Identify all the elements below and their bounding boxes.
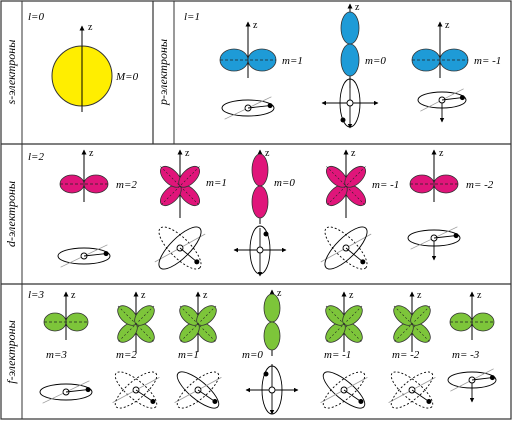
f-m3-label: m=3 bbox=[46, 349, 67, 361]
f-orbitals: z m=3 z m=2 z m=1 z m=0 z m= -1 z m= -2 z m= -3 bbox=[40, 288, 496, 414]
s-orbital: z M=0 bbox=[52, 22, 139, 112]
s-l-label: l=0 bbox=[28, 11, 44, 23]
f-m0-z-axis-label: z bbox=[277, 288, 282, 299]
f-mm2-orbit-a-electron bbox=[426, 399, 431, 404]
d-mm2-orbit-electron bbox=[454, 233, 459, 238]
d-mm1-z-axis-label: z bbox=[351, 148, 356, 159]
p-mm1-orbit-electron bbox=[460, 95, 465, 100]
p-section-title: p-электроны bbox=[156, 39, 170, 106]
d-mm1-label: m= -1 bbox=[372, 179, 399, 191]
d-m0-label: m=0 bbox=[274, 177, 295, 189]
d-m0-orbit bbox=[234, 226, 286, 276]
f-mm1-orbit-a-electron bbox=[358, 399, 363, 404]
f-m1-orbit-a bbox=[172, 366, 223, 413]
d-mm2-label: m= -2 bbox=[466, 179, 494, 191]
s-m-label: M=0 bbox=[115, 71, 139, 83]
f-section-title: f-электроны bbox=[4, 320, 18, 383]
d-m1-orbit-a-electron bbox=[194, 259, 199, 264]
d-section-title: d-электроны bbox=[4, 181, 18, 247]
d-m2-label: m=2 bbox=[116, 179, 137, 191]
s-section-title: s-электроны bbox=[4, 40, 18, 105]
f-mm1-z-axis-label: z bbox=[349, 290, 354, 301]
f-m2-orbit-a bbox=[110, 366, 161, 413]
f-m1-z-axis-label: z bbox=[203, 290, 208, 301]
f-m3-orbit-electron bbox=[86, 387, 91, 392]
f-m0-orbit bbox=[246, 364, 298, 414]
f-m1-label: m=1 bbox=[178, 349, 199, 361]
p-m1-z-axis-label: z bbox=[253, 20, 258, 31]
f-mm3-z-axis-label: z bbox=[477, 290, 482, 301]
f-m2-z-axis-label: z bbox=[141, 290, 146, 301]
f-mm1-orbit-a bbox=[318, 366, 369, 413]
f-mm2-label: m= -2 bbox=[392, 349, 420, 361]
p-m0-label: m=0 bbox=[365, 55, 386, 67]
f-m3-z-axis-label: z bbox=[71, 290, 76, 301]
f-m3-orbit bbox=[40, 381, 92, 403]
s-z-axis-label: z bbox=[88, 22, 93, 33]
d-m2-orbit-electron bbox=[104, 251, 109, 256]
d-m1-label: m=1 bbox=[206, 177, 227, 189]
f-m0-lobes bbox=[264, 294, 280, 350]
d-mm2-orbit bbox=[408, 227, 460, 260]
f-m2-orbit-a-electron bbox=[150, 399, 155, 404]
d-m0-lobes bbox=[252, 154, 268, 218]
f-mm3-orbit bbox=[448, 369, 496, 402]
f-mm2-z-axis-label: z bbox=[417, 290, 422, 301]
p-m0-orbit bbox=[322, 79, 378, 128]
p-l-label: l=1 bbox=[184, 11, 200, 23]
f-mm2-orbit-a bbox=[386, 366, 437, 413]
d-m2-orbit bbox=[58, 245, 110, 267]
d-m1-z-axis-label: z bbox=[185, 148, 190, 159]
p-mm1-orbit bbox=[418, 89, 466, 122]
f-mm3-orbit-electron bbox=[490, 375, 495, 380]
d-mm1-orbit-a-electron bbox=[360, 259, 365, 264]
p-m1-orbit-electron bbox=[268, 103, 273, 108]
d-orbitals: z m=2 z m=1 z m=0 z m= -1 z m= -2 bbox=[58, 148, 494, 276]
d-l-label: l=2 bbox=[28, 151, 44, 163]
f-l-label: l=3 bbox=[28, 289, 44, 301]
p-mm1-label: m= -1 bbox=[474, 55, 501, 67]
d-m1-orbit-a bbox=[153, 221, 207, 275]
d-mm1-orbit-a bbox=[319, 221, 373, 275]
d-mm2-z-axis-label: z bbox=[439, 148, 444, 159]
f-m1-orbit-a-electron bbox=[212, 399, 217, 404]
f-mm1-label: m= -1 bbox=[324, 349, 351, 361]
p-orbitals: z m=1 z m=0 z m= -1 bbox=[220, 2, 501, 128]
d-m0-z-axis-label: z bbox=[265, 148, 270, 159]
f-m0-label: m=0 bbox=[242, 349, 263, 361]
p-m0-z-axis-label: z bbox=[355, 2, 360, 13]
p-m1-orbit bbox=[222, 97, 274, 119]
p-mm1-z-axis-label: z bbox=[445, 20, 450, 31]
f-m2-label: m=2 bbox=[116, 349, 137, 361]
p-m1-label: m=1 bbox=[282, 55, 303, 67]
p-m0-lobes bbox=[341, 12, 359, 76]
d-m2-z-axis-label: z bbox=[89, 148, 94, 159]
f-mm3-label: m= -3 bbox=[452, 349, 480, 361]
